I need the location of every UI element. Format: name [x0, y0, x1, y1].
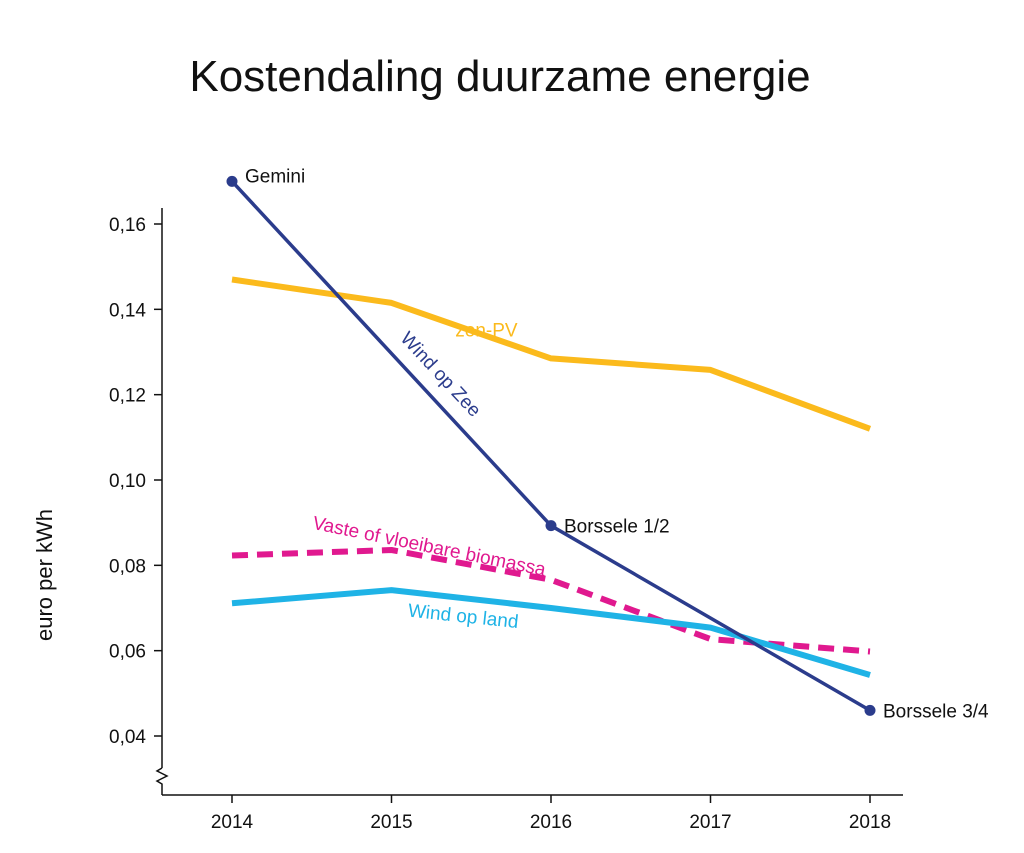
axes: 0,04 0,06 0,08 0,10 0,12 0,14 0,16 2014 2015 2016…	[32, 208, 903, 833]
point-annotation: Gemini	[245, 166, 305, 187]
series-label: zon-PV	[455, 321, 518, 342]
series-line-wind-op-land	[231, 587, 871, 678]
y-axis-label: euro per kWh	[32, 509, 57, 641]
x-tick-label: 2015	[370, 812, 412, 833]
series-line-wind-op-zee	[230, 180, 871, 712]
data-point-wind-op-zee	[545, 520, 557, 532]
y-tick-label: 0,10	[109, 471, 146, 492]
data-point-wind-op-zee	[864, 704, 876, 716]
y-tick-label: 0,12	[109, 386, 146, 407]
y-axis-break	[155, 767, 169, 795]
x-tick-label: 2014	[211, 812, 254, 833]
y-tick-label: 0,14	[109, 300, 146, 321]
y-tick-label: 0,06	[109, 642, 146, 663]
series-line-zon-pv	[231, 276, 872, 432]
y-tick-label: 0,16	[109, 215, 146, 236]
point-annotation: Borssele 1/2	[564, 517, 670, 538]
series-label: Vaste of vloeibare biomassa	[311, 513, 548, 581]
x-tick-label: 2016	[530, 812, 572, 833]
chart-title: Kostendaling duurzame energie	[189, 52, 811, 101]
y-tick-label: 0,04	[109, 727, 146, 748]
data-point-wind-op-zee	[226, 175, 238, 187]
x-tick-label: 2018	[849, 812, 891, 833]
y-tick-label: 0,08	[109, 556, 146, 577]
point-annotation: Borssele 3/4	[883, 701, 989, 722]
x-tick-label: 2017	[689, 812, 731, 833]
series-line-vaste-of-vloeibare-biomassa	[231, 547, 871, 655]
series-layer	[226, 175, 876, 716]
